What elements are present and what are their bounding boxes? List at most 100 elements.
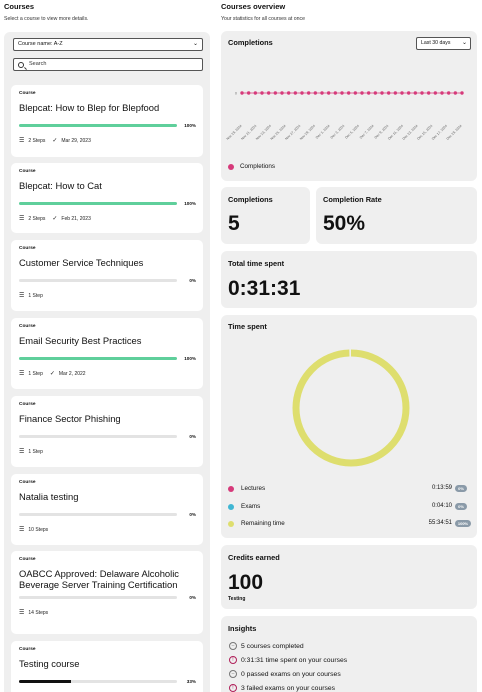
course-card[interactable]: Course Email Security Best Practices 100% ☰… (11, 318, 203, 389)
data-point[interactable] (246, 91, 251, 95)
data-point[interactable] (300, 91, 304, 95)
course-card[interactable]: Course Blepcat: How to Cat 100% ☰ 2 Steps ✓ Fe… (11, 163, 203, 233)
legend-label[interactable]: Exams (241, 503, 261, 510)
course-kind: Course (19, 402, 36, 407)
data-point[interactable] (460, 91, 464, 95)
time-spent-donut (292, 349, 410, 467)
data-point[interactable] (353, 91, 358, 95)
data-point[interactable] (426, 91, 431, 95)
course-card[interactable]: Course Finance Sector Phishing 0% ☰ 1 Step (11, 396, 203, 467)
data-point[interactable] (333, 91, 338, 95)
course-title[interactable]: Testing course (19, 658, 80, 669)
data-point[interactable] (253, 91, 258, 95)
course-card[interactable]: Course Testing course 33% (11, 641, 203, 692)
data-point[interactable] (393, 91, 398, 95)
data-point[interactable] (420, 91, 424, 95)
course-title[interactable]: Blepcat: How to Cat (19, 180, 102, 191)
course-kind: Course (19, 91, 36, 96)
completions-legend-dot (228, 164, 234, 170)
data-point[interactable] (260, 91, 264, 95)
course-progress-fill (19, 680, 72, 683)
course-progress-pct: 0% (189, 278, 196, 283)
data-point[interactable] (320, 91, 324, 95)
course-progress-fill (19, 357, 177, 360)
course-meta: ☰ 2 Steps ✓ Mar 29, 2023 (19, 137, 91, 145)
completions-card: Completions 5 (221, 187, 310, 244)
data-point[interactable] (240, 91, 244, 95)
data-point[interactable] (280, 91, 284, 95)
course-title[interactable]: Natalia testing (19, 491, 79, 502)
course-progress-bar (19, 124, 177, 127)
time-spent-heading: Time spent (228, 322, 267, 331)
data-point[interactable] (366, 91, 371, 95)
legend-value: 0:04:10 (431, 503, 452, 509)
range-select[interactable]: Last 30 days ⌄ (416, 37, 471, 50)
data-point[interactable] (453, 91, 458, 95)
course-title[interactable]: Customer Service Techniques (19, 257, 144, 268)
course-progress-bar (19, 513, 177, 516)
credits-unit: Testing (228, 596, 246, 602)
completions-legend-label[interactable]: Completions (240, 163, 275, 170)
legend-label[interactable]: Lectures (241, 485, 266, 492)
data-point[interactable] (360, 91, 364, 95)
legend-pct-badge: 0% (455, 485, 467, 492)
course-steps: 2 Steps (28, 215, 46, 222)
data-point[interactable] (440, 91, 444, 95)
data-point[interactable] (313, 91, 318, 95)
data-point[interactable] (446, 91, 451, 95)
x-tick-label: Nov 29, 2024 (299, 124, 316, 141)
completions-chart-heading: Completions (228, 38, 273, 47)
legend-label[interactable]: Remaining time (241, 520, 285, 527)
data-point[interactable] (340, 91, 344, 95)
course-title[interactable]: OABCC Approved: Delaware Alcoholic Bever… (19, 568, 179, 590)
course-card[interactable]: Course Blepcat: How to Blep for Blepfood 1… (11, 85, 203, 157)
course-card[interactable]: Course OABCC Approved: Delaware Alcoholic… (11, 551, 203, 634)
data-point[interactable] (293, 91, 298, 95)
course-progress-pct: 100% (184, 356, 196, 361)
insight-text: 3 failed exams on your courses (241, 684, 336, 692)
search-input[interactable]: Search (13, 58, 203, 71)
course-steps: 10 Steps (28, 526, 49, 533)
sort-select[interactable]: Course name: A-Z ⌄ (13, 38, 203, 51)
total-time-card: Total time spent 0:31:31 (221, 251, 477, 308)
data-point[interactable] (266, 91, 271, 95)
course-progress-bar (19, 357, 177, 360)
insight-text: 5 courses completed (241, 642, 304, 650)
course-card[interactable]: Course Natalia testing 0% ☰ 10 Steps (11, 474, 203, 545)
check-icon: ✓ (49, 371, 55, 377)
data-point[interactable] (373, 91, 378, 95)
legend-pct-badge: 100% (455, 520, 471, 527)
data-point[interactable] (346, 91, 351, 95)
x-tick-label: Dec 19, 2024 (446, 124, 463, 141)
search-placeholder: Search (29, 61, 47, 67)
course-card[interactable]: Course Customer Service Techniques 0% ☰ 1 St… (11, 240, 203, 311)
range-select-value: Last 30 days (421, 40, 451, 46)
course-meta: ☰ 1 Step (19, 292, 43, 300)
course-progress-pct: 100% (184, 201, 196, 206)
completions-label: Completions (228, 195, 273, 204)
data-point[interactable] (413, 91, 418, 95)
course-meta: ☰ 10 Steps (19, 526, 49, 534)
course-kind: Course (19, 246, 36, 251)
course-meta: ☰ 14 Steps (19, 609, 48, 617)
data-point[interactable] (286, 91, 291, 95)
total-time-value: 0:31:31 (228, 277, 301, 300)
course-progress-fill (19, 124, 177, 127)
course-meta: ☰ 1 Step ✓ Mar 2, 2022 (19, 370, 86, 378)
data-point[interactable] (433, 91, 438, 95)
course-title[interactable]: Blepcat: How to Blep for Blepfood (19, 102, 160, 113)
data-point[interactable] (400, 91, 404, 95)
data-point[interactable] (326, 91, 331, 95)
legend-dot-1 (228, 504, 234, 510)
data-point[interactable] (386, 91, 391, 95)
y-tick-label: 0 (235, 92, 237, 96)
course-steps: 1 Step (28, 292, 43, 299)
data-point[interactable] (273, 91, 278, 95)
data-point[interactable] (306, 91, 311, 95)
courses-subtitle: Select a course to view more details. (4, 16, 89, 22)
insights-heading: Insights (228, 624, 257, 633)
data-point[interactable] (380, 91, 384, 95)
course-title[interactable]: Finance Sector Phishing (19, 413, 121, 424)
course-title[interactable]: Email Security Best Practices (19, 335, 142, 346)
data-point[interactable] (406, 91, 411, 95)
